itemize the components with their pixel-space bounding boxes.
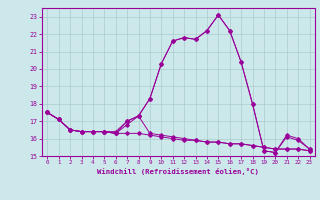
X-axis label: Windchill (Refroidissement éolien,°C): Windchill (Refroidissement éolien,°C) [98,168,259,175]
